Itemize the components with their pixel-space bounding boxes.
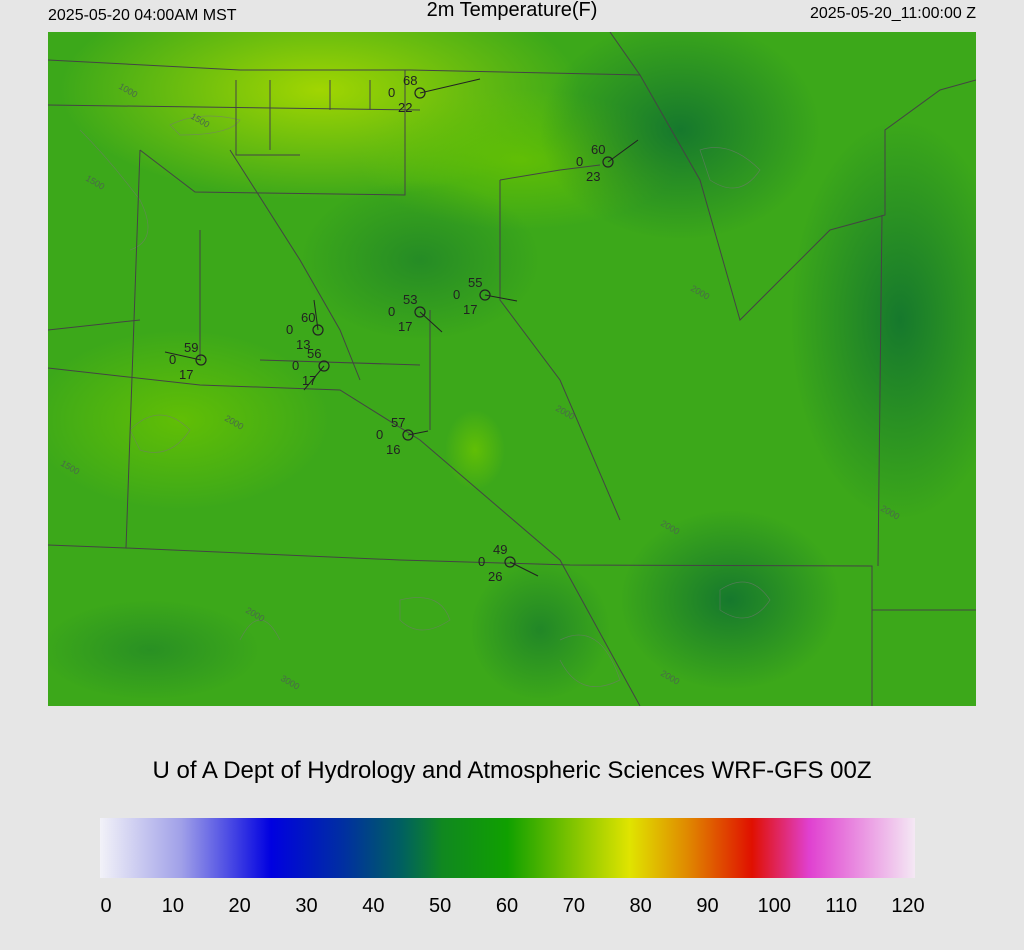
pressure: 0 [388, 304, 395, 319]
pressure: 0 [169, 352, 176, 367]
temperature: 60 [591, 142, 605, 157]
colorbar-tick-label: 110 [825, 895, 857, 917]
station-marker [414, 306, 426, 318]
terrain-contours [79, 115, 771, 688]
dewpoint: 17 [179, 367, 193, 382]
wind-barb [419, 78, 481, 94]
dewpoint: 17 [398, 319, 412, 334]
temperature: 53 [403, 292, 417, 307]
station-marker [402, 429, 414, 441]
wind-barb [164, 351, 202, 361]
dewpoint: 26 [488, 569, 502, 584]
colorbar [100, 818, 915, 878]
station-marker [479, 289, 491, 301]
cool-area [620, 510, 840, 690]
wind-barb [607, 139, 639, 163]
station-marker [414, 87, 426, 99]
colorbar-tick-label: 20 [229, 895, 251, 917]
dewpoint: 13 [296, 337, 310, 352]
wind-barb [407, 430, 429, 436]
station-marker [504, 556, 516, 568]
pressure: 0 [388, 85, 395, 100]
valid-time-utc: 2025-05-20_11:00:00 Z [810, 5, 976, 22]
station-marker [195, 354, 207, 366]
pressure: 0 [478, 554, 485, 569]
colorbar-tick-label: 60 [496, 895, 518, 917]
warm-area [445, 410, 505, 490]
pressure: 0 [453, 287, 460, 302]
temperature: 57 [391, 415, 405, 430]
colorbar-tick-label: 50 [429, 895, 451, 917]
station-marker [602, 156, 614, 168]
temperature: 60 [301, 310, 315, 325]
station-plots: 6802260023550175301760013560175901757016… [164, 73, 639, 584]
dewpoint: 16 [386, 442, 400, 457]
dewpoint: 23 [586, 169, 600, 184]
station-marker [318, 360, 330, 372]
credit: U of A Dept of Hydrology and Atmospheric… [153, 757, 872, 784]
colorbar-tick-label: 40 [362, 895, 384, 917]
temperature: 55 [468, 275, 482, 290]
dewpoint: 22 [398, 100, 412, 115]
pressure: 0 [286, 322, 293, 337]
cool-area [470, 560, 610, 700]
map-title: 2m Temperature(F) [427, 0, 598, 21]
colorbar-tick-label: 10 [162, 895, 184, 917]
cool-area [540, 32, 820, 240]
cool-area [790, 120, 976, 520]
temperature: 68 [403, 73, 417, 88]
station-marker [312, 324, 324, 336]
colorbar-tick-label: 70 [563, 895, 585, 917]
colorbar-tick-label: 90 [696, 895, 718, 917]
temperature: 56 [307, 346, 321, 361]
cool-area [300, 180, 540, 340]
temperature: 59 [184, 340, 198, 355]
colorbar-tick-label: 0 [100, 895, 111, 917]
colorbar-tick-label: 100 [758, 895, 791, 917]
temperature: 49 [493, 542, 507, 557]
colorbar-tick-label: 120 [891, 895, 924, 917]
warm-area [48, 330, 330, 510]
map [48, 32, 976, 706]
pressure: 0 [376, 427, 383, 442]
colorbar-ticks: 0 10 20 30 40 50 60 70 80 90 100 110 120 [100, 878, 925, 917]
pressure: 0 [292, 358, 299, 373]
boundaries [48, 32, 976, 706]
valid-time-local: 2025-05-20 04:00AM MST [48, 7, 237, 24]
cool-area [48, 600, 260, 700]
dewpoint: 17 [302, 373, 316, 388]
colorbar-tick-label: 80 [630, 895, 652, 917]
pressure: 0 [576, 154, 583, 169]
colorbar-tick-label: 30 [295, 895, 317, 917]
dewpoint: 17 [463, 302, 477, 317]
